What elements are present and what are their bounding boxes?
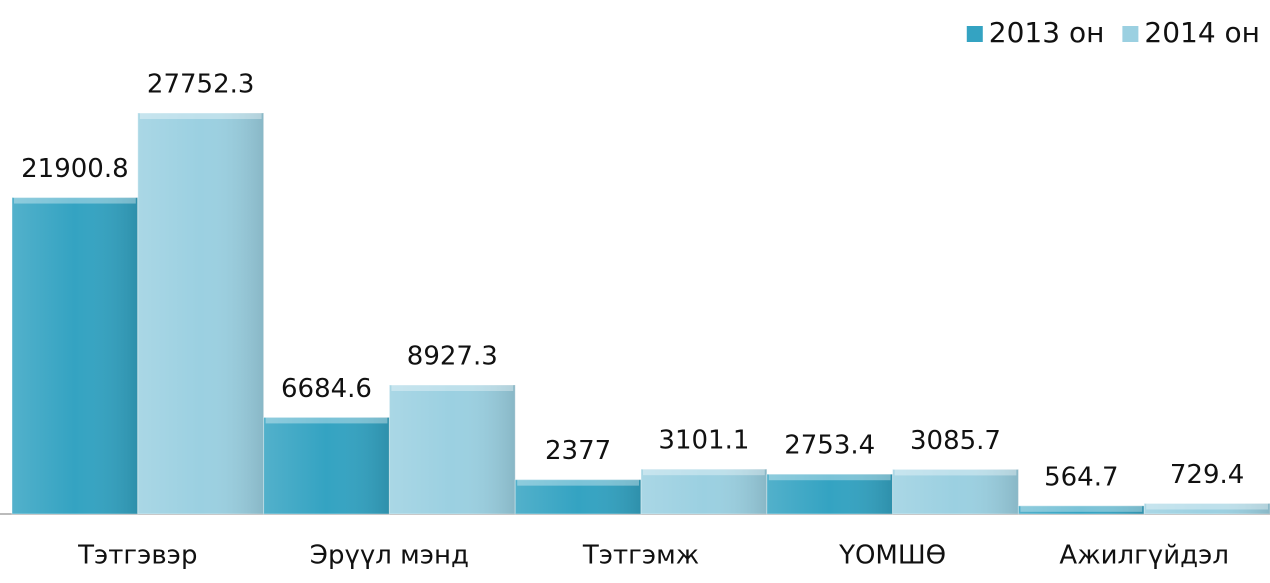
data-label: 27752.3 [147, 70, 255, 100]
bar-highlight [894, 469, 1017, 476]
bar-highlight [139, 113, 262, 119]
bar-shade [12, 197, 138, 514]
bar-highlight [1146, 503, 1268, 510]
bar-shade [766, 474, 893, 514]
data-label: 729.4 [1170, 460, 1244, 490]
bar-shade [1018, 505, 1145, 514]
legend-label: 2013 он [989, 16, 1105, 49]
data-label: 21900.8 [21, 154, 129, 184]
bar-shade [892, 469, 1019, 514]
bar-highlight [643, 469, 765, 476]
x-tick-label: Тэтгэмж [582, 541, 699, 571]
data-label: 564.7 [1044, 462, 1118, 492]
x-tick-label: ҮОМШӨ [838, 541, 946, 571]
bar-shade [641, 469, 767, 514]
bar-shade [515, 479, 641, 514]
data-label: 2753.4 [784, 431, 875, 461]
bar-highlight [1020, 505, 1143, 512]
data-label: 8927.3 [407, 342, 498, 372]
bar-highlight [391, 385, 514, 392]
data-label: 6684.6 [281, 374, 372, 404]
legend-swatch [966, 26, 983, 42]
x-tick-label: Ажилгүйдэл [1059, 541, 1229, 571]
x-tick-label: Тэтгэвэр [77, 541, 197, 571]
bar-highlight [768, 474, 891, 481]
bar-shade [263, 417, 390, 514]
data-label: 3085.7 [910, 426, 1001, 456]
bar-shade [1144, 503, 1270, 514]
data-label: 2377 [545, 436, 611, 466]
legend-label: 2014 он [1144, 16, 1260, 49]
data-label: 3101.1 [658, 426, 749, 456]
bar-highlight [14, 197, 136, 204]
bar-highlight [517, 479, 639, 486]
bar-shade [389, 385, 516, 514]
legend-swatch [1122, 26, 1139, 42]
bar-highlight [265, 417, 388, 424]
x-tick-label: Эрүүл мэнд [310, 541, 469, 571]
bar-shade [137, 113, 264, 514]
